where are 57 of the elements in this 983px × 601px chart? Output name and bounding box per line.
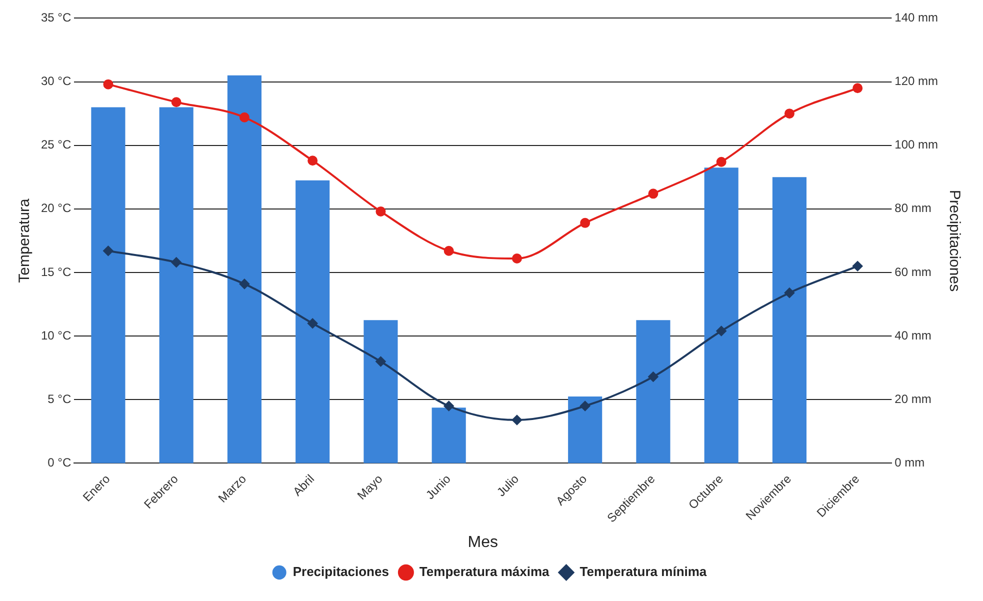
bar: [636, 320, 670, 464]
y2-axis-title: Precipitaciones: [946, 190, 963, 292]
y-tick-label: 10 °C: [40, 328, 72, 342]
y2-tick-label: 60 mm: [894, 264, 932, 279]
point: [580, 218, 590, 228]
point: [784, 288, 794, 298]
y2-tick-label: 0 mm: [894, 456, 925, 470]
y-tick-label: 25 °C: [40, 138, 72, 152]
point: [716, 156, 726, 167]
point: [512, 414, 522, 425]
y2-tick-label: 80 mm: [894, 201, 932, 216]
y2-tick-label: 100 mm: [894, 138, 938, 152]
point: [852, 261, 863, 272]
bar: [296, 180, 330, 464]
point: [171, 257, 182, 268]
point: [376, 206, 386, 216]
x-tick-label: Julio: [494, 472, 522, 500]
legend-label: Temperatura máxima: [419, 564, 550, 580]
y-tick-label: 0 °C: [48, 456, 72, 470]
y2-tick-label: 20 mm: [894, 392, 932, 406]
y2-tick-label: 120 mm: [894, 74, 938, 88]
bar: [91, 107, 126, 464]
point: [784, 108, 794, 119]
point: [716, 326, 726, 336]
y2-tick-label: 40 mm: [894, 328, 932, 342]
point: [103, 246, 114, 256]
y-tick-label: 30 °C: [40, 74, 72, 88]
legend-label: Precipitaciones: [292, 564, 389, 580]
point: [239, 112, 250, 122]
legend-label: Temperatura mínima: [580, 564, 708, 580]
x-axis-title: Mes: [468, 534, 498, 551]
point: [308, 156, 318, 166]
point: [376, 356, 386, 367]
point: [444, 401, 454, 412]
point: [512, 254, 522, 264]
point: [103, 79, 114, 90]
y-tick-label: 20 °C: [40, 201, 72, 216]
point: [648, 372, 658, 382]
bar: [432, 408, 466, 464]
y-tick-label: 15 °C: [40, 264, 72, 279]
bar: [772, 177, 806, 464]
y-tick-label: 5 °C: [48, 392, 72, 406]
point: [444, 246, 454, 256]
y-axis-title: Temperatura: [16, 198, 34, 283]
bar: [568, 396, 602, 464]
bar: [159, 107, 194, 464]
point: [308, 318, 318, 328]
bar: [227, 75, 262, 464]
point: [580, 401, 590, 412]
y-tick-label: 35 °C: [40, 10, 72, 25]
bar: [704, 168, 738, 464]
point: [171, 97, 182, 108]
bar: [364, 320, 398, 464]
point: [648, 188, 658, 199]
y2-tick-label: 140 mm: [894, 10, 938, 25]
point: [239, 278, 250, 289]
point: [852, 83, 863, 94]
